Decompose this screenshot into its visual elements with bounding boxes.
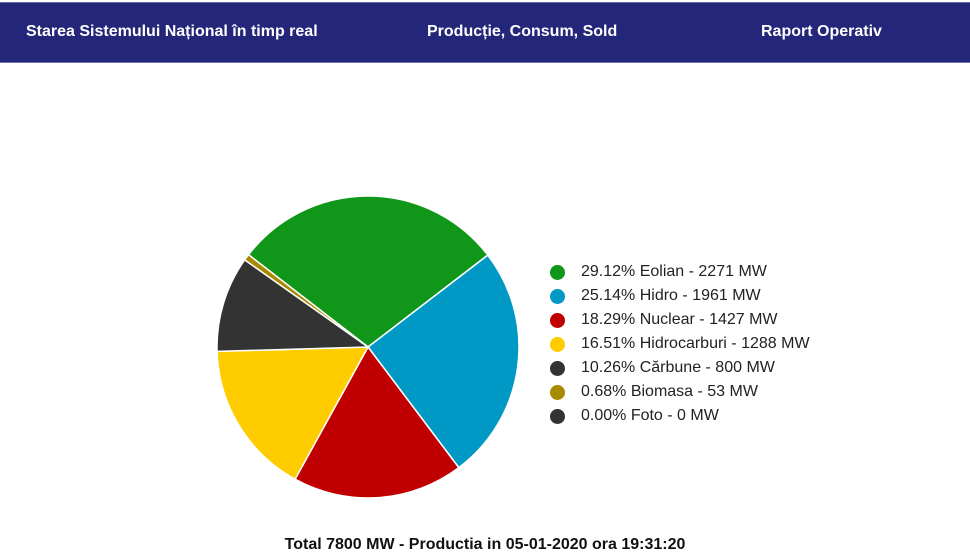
legend-label: 25.14% Hidro - 1961 MW (581, 287, 761, 304)
legend-item[interactable]: 16.51% Hidrocarburi - 1288 MW (550, 332, 810, 356)
legend-marker-icon (550, 312, 565, 328)
nav-starea-sistemului[interactable]: Starea Sistemului Național în timp real (26, 23, 318, 40)
legend-label: 10.26% Cărbune - 800 MW (581, 359, 775, 376)
nav-productie-consum-sold[interactable]: Producție, Consum, Sold (427, 23, 618, 40)
pie-slice-biomasa[interactable] (243, 253, 369, 348)
legend-marker-icon (550, 264, 565, 280)
pie-slice-eolian[interactable] (247, 195, 489, 348)
legend-item[interactable]: 18.29% Nuclear - 1427 MW (550, 308, 810, 332)
legend-item[interactable]: 10.26% Cărbune - 800 MW (550, 356, 810, 380)
pie-slice-cărbune[interactable] (216, 258, 371, 353)
pie-slice-nuclear[interactable] (294, 345, 460, 499)
legend-marker-icon (550, 336, 565, 352)
legend-marker-icon (550, 288, 565, 304)
legend-marker-icon (550, 384, 565, 400)
legend-item[interactable]: 29.12% Eolian - 2271 MW (550, 260, 810, 284)
legend-label: 0.68% Biomasa - 53 MW (581, 383, 758, 400)
chart-total-caption: Total 7800 MW - Productia in 05-01-2020 … (284, 536, 686, 553)
legend-label: 29.12% Eolian - 2271 MW (581, 263, 767, 280)
pie-slice-hidrocarburi[interactable] (216, 346, 370, 481)
legend-marker-icon (550, 360, 565, 376)
chart-legend: 29.12% Eolian - 2271 MW 25.14% Hidro - 19… (550, 260, 810, 428)
legend-label: 16.51% Hidrocarburi - 1288 MW (581, 335, 810, 352)
nav-raport-operativ[interactable]: Raport Operativ (761, 23, 882, 40)
legend-label: 18.29% Nuclear - 1427 MW (581, 311, 778, 328)
legend-item[interactable]: 25.14% Hidro - 1961 MW (550, 284, 810, 308)
pie-slice-hidro[interactable] (366, 254, 520, 469)
legend-item[interactable]: 0.00% Foto - 0 MW (550, 404, 810, 428)
legend-marker-icon (550, 408, 565, 424)
top-navigation: Starea Sistemului Național în timp real … (0, 2, 970, 63)
legend-item[interactable]: 0.68% Biomasa - 53 MW (550, 380, 810, 404)
legend-label: 0.00% Foto - 0 MW (581, 407, 719, 424)
